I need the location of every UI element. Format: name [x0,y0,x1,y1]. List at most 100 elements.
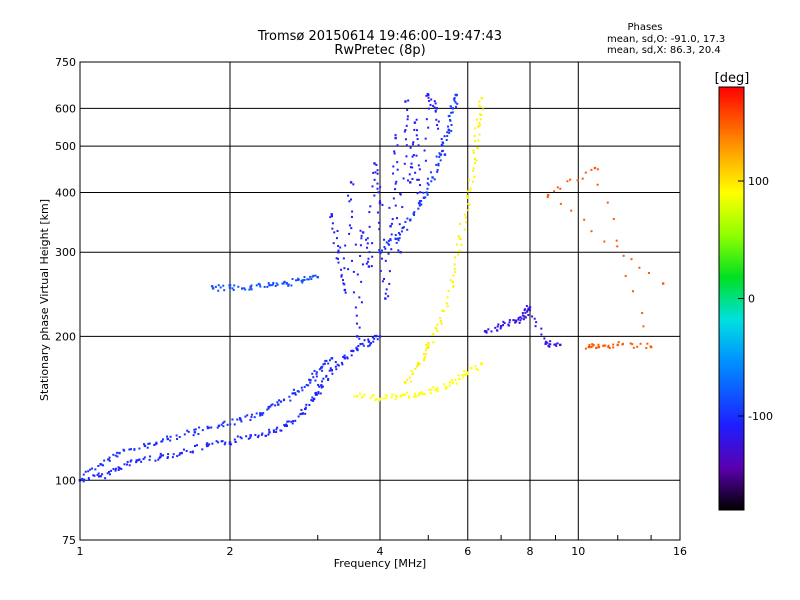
data-point [143,444,147,448]
data-point [590,346,593,349]
data-point [356,273,359,276]
data-point [130,459,133,462]
data-point [444,386,447,389]
data-point [424,196,427,199]
data-point [315,372,318,375]
data-point [365,262,368,265]
data-point [403,162,406,165]
data-point [116,451,119,454]
data-point [556,186,559,189]
colorbar-ticks: 100 0 -100 [738,175,773,423]
x-tick-label: 10 [571,545,585,558]
data-point [450,111,453,114]
data-point [369,205,372,208]
data-point [311,396,314,399]
data-point [169,435,172,438]
data-point [402,393,405,396]
data-point [317,383,320,386]
data-point [405,155,408,158]
data-point [211,285,214,288]
data-point [81,477,84,480]
y-tick-label: 100 [55,474,76,487]
data-point [147,442,150,445]
data-point [520,317,523,320]
x-tick-label: 6 [464,545,471,558]
data-point [286,420,289,423]
data-point [357,345,360,348]
data-point [375,163,378,166]
data-point [206,425,209,428]
data-point [355,348,359,351]
data-point [391,393,394,396]
data-point [449,279,452,282]
data-point [106,472,109,475]
data-series [403,96,485,384]
data-point [317,391,320,394]
data-point [348,200,351,203]
data-point [250,284,253,287]
data-point [431,333,434,336]
data-point [118,466,121,470]
data-point [419,191,422,194]
data-point [308,404,311,407]
data-point [457,374,460,377]
data-point [448,114,451,117]
data-point [474,365,477,368]
data-point [383,277,386,280]
data-point [434,110,437,113]
data-point [429,171,432,174]
x-tick-label: 1 [77,545,84,558]
data-point [88,478,91,481]
data-point [466,194,469,197]
data-point [556,342,559,345]
data-point [217,284,220,287]
data-point [367,265,371,268]
data-point [324,359,327,362]
data-point [240,437,243,440]
data-point [84,470,87,473]
data-point [292,388,295,391]
data-point [287,283,290,286]
data-point [546,341,549,344]
data-point [243,287,246,290]
data-point [389,239,392,242]
data-point [347,268,350,271]
data-point [148,458,151,461]
data-point [642,325,645,328]
data-point [350,198,353,201]
data-point [101,473,104,476]
data-point [340,274,343,277]
data-point [436,124,439,127]
data-point [343,288,347,292]
data-point [387,252,390,255]
data-point [407,99,410,102]
data-point [446,131,449,134]
data-point [376,187,379,190]
data-point [371,242,374,245]
data-point [418,168,421,171]
phases-line-o: mean, sd,O: -91.0, 17.3 [607,34,725,45]
data-point [413,213,416,216]
data-point [412,372,415,375]
data-point [178,435,181,438]
data-point [390,222,393,225]
data-point [441,309,444,312]
data-point [584,347,587,350]
data-point [474,162,477,165]
data-point [92,474,95,477]
data-point [645,347,648,350]
y-tick-label: 75 [62,534,76,547]
data-point [342,355,345,358]
data-point [129,448,132,451]
data-point [474,140,477,143]
data-point [268,283,271,287]
data-point [389,238,392,241]
data-point [311,372,314,375]
data-point [385,397,388,400]
data-point [593,166,597,170]
data-point [336,229,339,232]
data-point [454,378,457,381]
data-point [305,384,308,387]
data-point [408,396,411,399]
data-point [256,436,259,439]
